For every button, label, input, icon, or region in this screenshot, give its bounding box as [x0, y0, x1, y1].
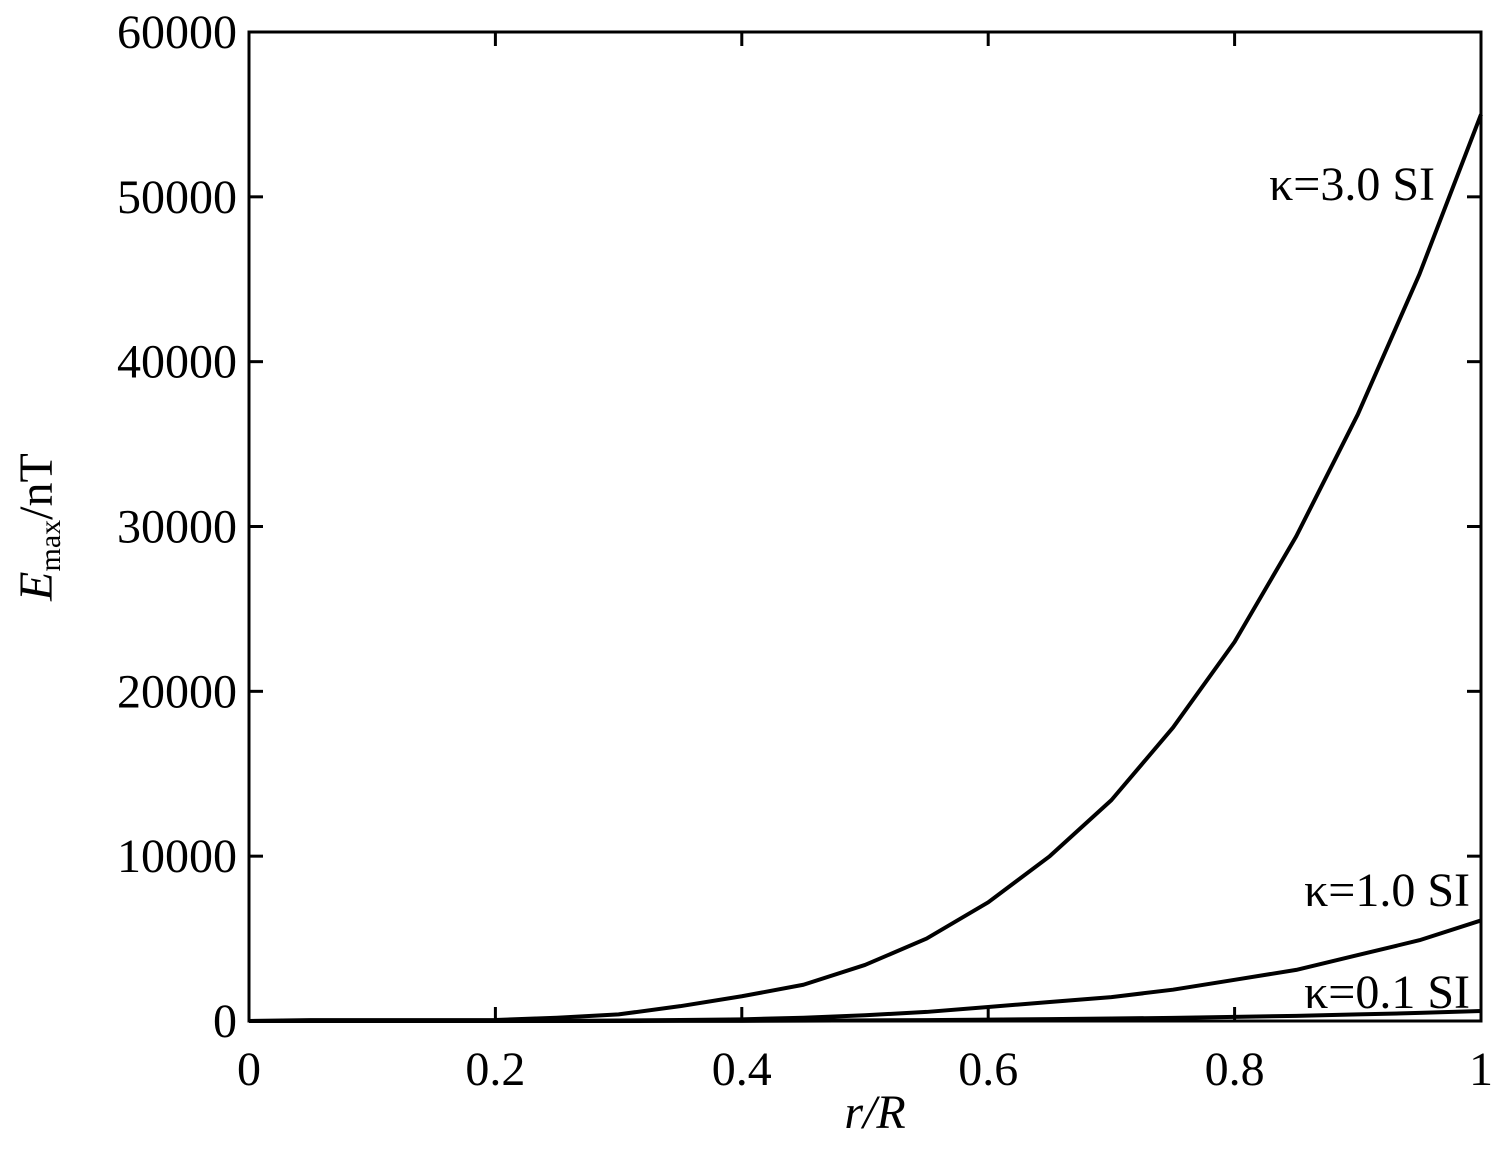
series-line [249, 1008, 1482, 1023]
y-axis-label: Emax/nT [10, 453, 67, 602]
series-label: κ=0.1 SI [1304, 966, 1470, 1019]
series-label: κ=3.0 SI [1269, 158, 1435, 211]
y-tick-label: 30000 [117, 501, 237, 554]
y-tick-label: 0 [213, 995, 237, 1048]
series-label: κ=1.0 SI [1304, 864, 1470, 917]
y-axis-label-unit: /nT [10, 453, 63, 520]
y-tick-label: 50000 [117, 171, 237, 224]
y-tick-label: 20000 [117, 665, 237, 718]
y-axis-label-sub: max [34, 520, 67, 572]
x-tick-label: 0 [237, 1043, 261, 1096]
series-line [249, 918, 1482, 1023]
x-tick-label: 0.2 [465, 1043, 525, 1096]
x-axis-label: r/R [844, 1086, 905, 1139]
x-tick-label: 1 [1469, 1043, 1493, 1096]
y-tick-label: 40000 [117, 336, 237, 389]
series-line [248, 113, 1483, 1023]
x-tick-label: 0.8 [1205, 1043, 1265, 1096]
y-axis-label-main: E [10, 571, 63, 601]
y-tick-label: 10000 [117, 830, 237, 883]
x-tick-label: 0.4 [712, 1043, 772, 1096]
y-tick-label: 60000 [117, 6, 237, 59]
x-tick-label: 0.6 [958, 1043, 1018, 1096]
